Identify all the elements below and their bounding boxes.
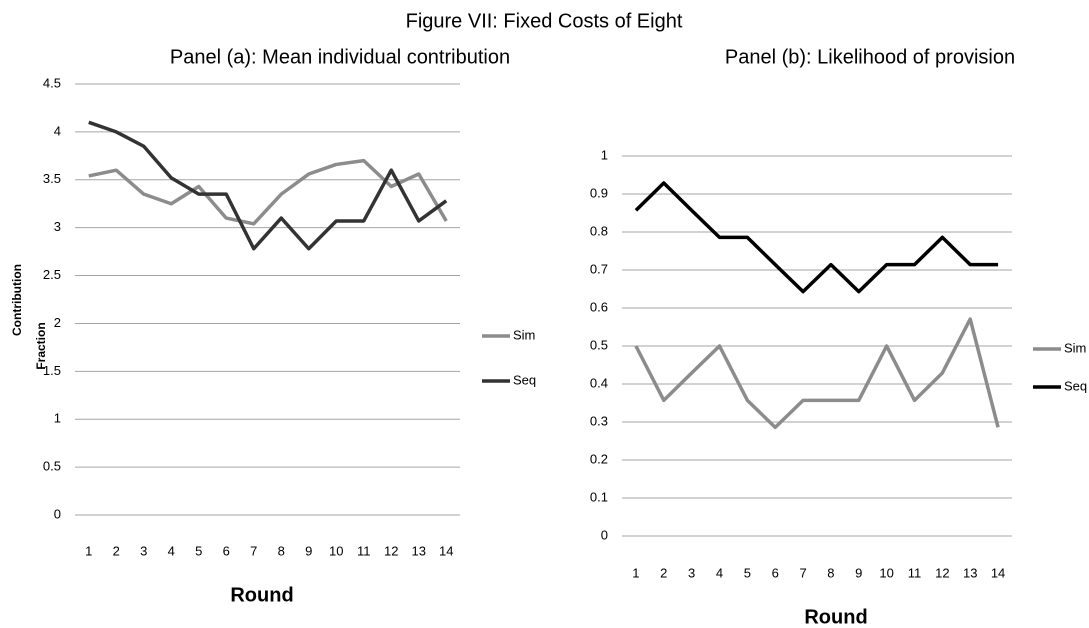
y-tick-label: 2.5 xyxy=(43,267,61,282)
x-tick-label: 12 xyxy=(384,543,398,558)
y-tick-label: 0.7 xyxy=(590,261,608,276)
x-tick-label: 2 xyxy=(113,543,120,558)
x-tick-label: 5 xyxy=(744,565,751,580)
x-tick-label: 7 xyxy=(250,543,257,558)
x-tick-label: 10 xyxy=(879,565,893,580)
x-tick-label: 13 xyxy=(412,543,426,558)
x-tick-label: 14 xyxy=(439,543,453,558)
legend-label: Seq xyxy=(513,372,536,387)
y-tick-label: 1.5 xyxy=(43,363,61,378)
y-tick-label: 3 xyxy=(54,219,61,234)
x-axis-label: Round xyxy=(230,584,293,606)
x-tick-label: 14 xyxy=(991,565,1005,580)
x-tick-label: 12 xyxy=(935,565,949,580)
y-tick-label: 0.8 xyxy=(590,223,608,238)
y-tick-label: 0.9 xyxy=(590,185,608,200)
y-tick-label: 4.5 xyxy=(43,75,61,90)
y-tick-label: 0 xyxy=(601,527,608,542)
y-tick-label: 0.3 xyxy=(590,413,608,428)
y-tick-label: 2 xyxy=(54,315,61,330)
y-tick-label: 1 xyxy=(54,411,61,426)
y-tick-label: 3.5 xyxy=(43,171,61,186)
y-axis-label: Contribution xyxy=(10,264,24,336)
x-tick-label: 7 xyxy=(799,565,806,580)
y-tick-label: 0.4 xyxy=(590,375,608,390)
x-tick-label: 9 xyxy=(305,543,312,558)
x-axis-label: Round xyxy=(804,606,867,628)
x-tick-label: 6 xyxy=(772,565,779,580)
x-tick-label: 3 xyxy=(688,565,695,580)
x-tick-label: 3 xyxy=(140,543,147,558)
x-tick-label: 10 xyxy=(329,543,343,558)
x-tick-label: 2 xyxy=(660,565,667,580)
legend-label: Seq xyxy=(1064,378,1087,393)
x-tick-label: 13 xyxy=(963,565,977,580)
legend-label: Sim xyxy=(1064,340,1086,355)
data-line xyxy=(634,181,999,294)
x-tick-label: 5 xyxy=(195,543,202,558)
panel-title: Panel (b): Likelihood of provision xyxy=(725,46,1015,68)
x-tick-label: 8 xyxy=(827,565,834,580)
x-tick-label: 9 xyxy=(855,565,862,580)
y-tick-label: 0.5 xyxy=(590,337,608,352)
x-tick-label: 1 xyxy=(85,543,92,558)
x-tick-label: 11 xyxy=(357,543,371,558)
y-tick-label: 0.5 xyxy=(43,459,61,474)
y-tick-label: 0.6 xyxy=(590,299,608,314)
x-tick-label: 4 xyxy=(716,565,723,580)
x-tick-label: 1 xyxy=(632,565,639,580)
x-tick-label: 6 xyxy=(223,543,230,558)
y-tick-label: 4 xyxy=(54,123,61,138)
y-axis-label: Fraction xyxy=(34,322,48,369)
y-tick-label: 0.2 xyxy=(590,451,608,466)
panel-title: Panel (a): Mean individual contribution xyxy=(170,46,510,68)
figure-title: Figure VII: Fixed Costs of Eight xyxy=(406,10,683,32)
data-line xyxy=(634,317,1000,430)
x-tick-label: 11 xyxy=(908,565,922,580)
y-tick-label: 1 xyxy=(601,147,608,162)
data-line xyxy=(88,120,448,251)
x-tick-label: 4 xyxy=(168,543,175,558)
y-tick-label: 0 xyxy=(54,506,61,521)
x-tick-label: 8 xyxy=(278,543,285,558)
y-tick-label: 0.1 xyxy=(590,489,608,504)
legend-label: Sim xyxy=(513,327,535,342)
